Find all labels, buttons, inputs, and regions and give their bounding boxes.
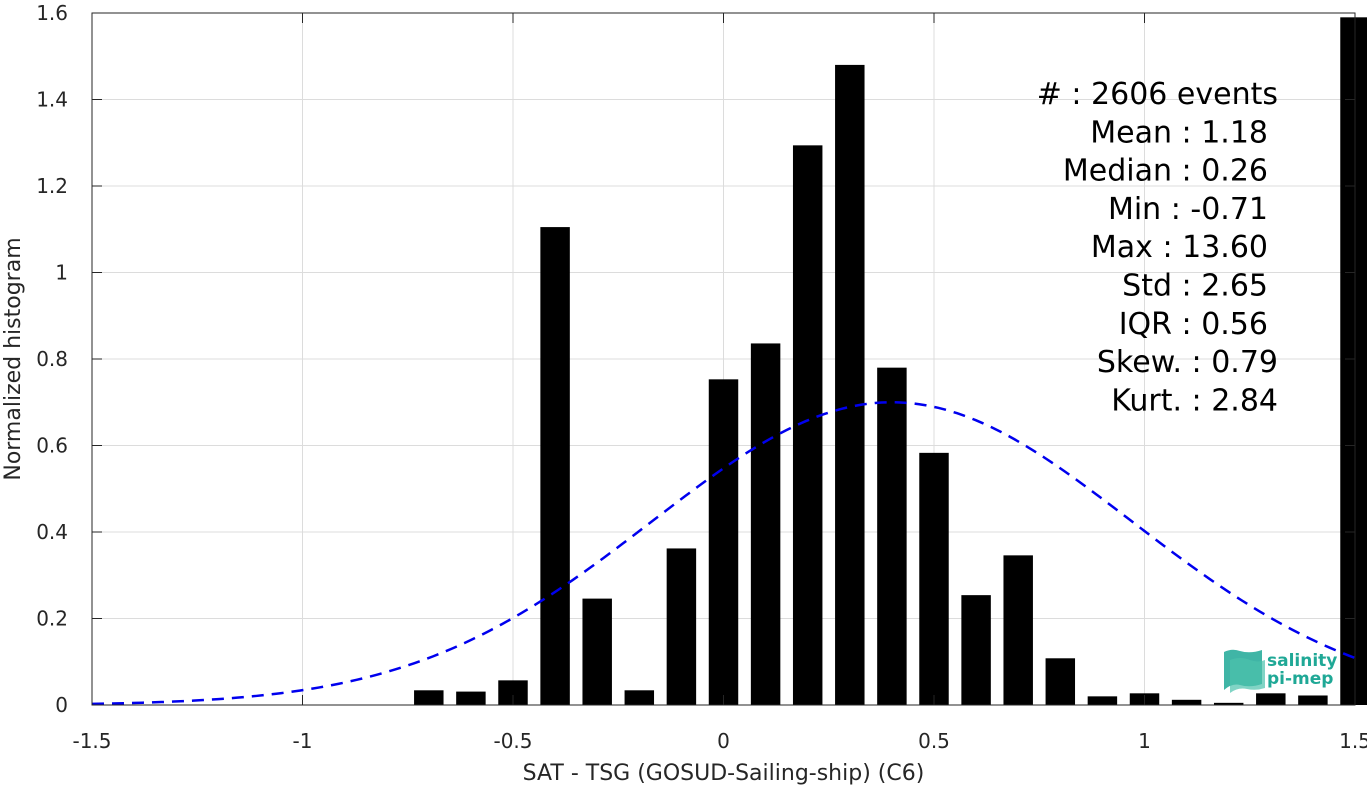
- histogram-bars: [414, 17, 1367, 706]
- x-tick-labels: -1.5 -1 -0.5 0 0.5 1 1.5: [72, 729, 1367, 753]
- stat-line: Mean : 1.18: [1090, 115, 1268, 150]
- histogram-bar: [877, 367, 907, 705]
- y-tick-label: 0.8: [36, 347, 68, 371]
- histogram-bar: [792, 145, 823, 706]
- y-tick-label: 1.6: [36, 1, 68, 25]
- y-tick-label: 0.6: [36, 434, 68, 458]
- x-tick-label: 1: [1138, 729, 1151, 753]
- x-axis-label: SAT - TSG (GOSUD-Sailing-ship) (C6): [523, 761, 925, 786]
- x-tick-label: -1: [293, 729, 313, 753]
- histogram-bar: [414, 690, 444, 705]
- histogram-bar: [1213, 702, 1244, 705]
- y-axis-label: Normalized histogram: [1, 237, 26, 480]
- x-tick-label: -1.5: [72, 729, 111, 753]
- histogram-bar: [1087, 696, 1118, 705]
- stat-line: Max : 13.60: [1091, 230, 1268, 265]
- histogram-bar: [1340, 17, 1367, 705]
- histogram-bar: [624, 690, 655, 705]
- histogram-bar: [919, 452, 949, 705]
- histogram-bar: [1171, 699, 1202, 705]
- x-tick-label: 0: [717, 729, 730, 753]
- normal-fit-curve: [91, 401, 1356, 706]
- y-tick-label: 1.4: [36, 88, 68, 112]
- stat-line: Min : -0.71: [1108, 192, 1268, 227]
- histogram-bar: [1256, 693, 1286, 705]
- y-tick-label: 1: [55, 261, 68, 285]
- y-tick-label: 1.2: [36, 174, 68, 198]
- stat-line: Skew. : 0.79: [1097, 345, 1278, 380]
- histogram-bar: [1045, 658, 1076, 705]
- stat-line: Std : 2.65: [1122, 269, 1268, 304]
- histogram-bar: [835, 64, 865, 705]
- histogram-bar: [666, 548, 697, 705]
- histogram-bar: [708, 379, 739, 705]
- histogram-bar: [540, 227, 570, 705]
- histogram-bar: [582, 598, 612, 705]
- logo-line2: pi-mep: [1267, 669, 1333, 689]
- x-tick-label: 0.5: [918, 729, 950, 753]
- y-tick-label: 0.2: [36, 607, 68, 631]
- histogram-bar: [456, 691, 486, 705]
- x-tick-label: 1.5: [1339, 729, 1367, 753]
- histogram-bar: [961, 595, 991, 705]
- logo-line1: salinity: [1267, 651, 1337, 671]
- histogram-bar: [750, 343, 781, 705]
- y-tick-labels: 0 0.2 0.4 0.6 0.8 1 1.2 1.4 1.6: [36, 1, 68, 717]
- salinity-pi-mep-logo: salinity pi-mep: [1224, 649, 1337, 693]
- stat-line: # : 2606 events: [1037, 77, 1278, 112]
- stat-line: Median : 0.26: [1063, 154, 1268, 189]
- axis-ticks: [91, 12, 1356, 706]
- histogram-bar: [1298, 695, 1328, 705]
- x-tick-label: -0.5: [493, 729, 532, 753]
- logo-wave-icon: [1224, 649, 1265, 693]
- y-tick-label: 0: [55, 693, 68, 717]
- stat-line: Kurt. : 2.84: [1111, 383, 1278, 418]
- y-tick-label: 0.4: [36, 520, 68, 544]
- histogram-bar: [1003, 555, 1033, 705]
- stat-line: IQR : 0.56: [1119, 307, 1268, 342]
